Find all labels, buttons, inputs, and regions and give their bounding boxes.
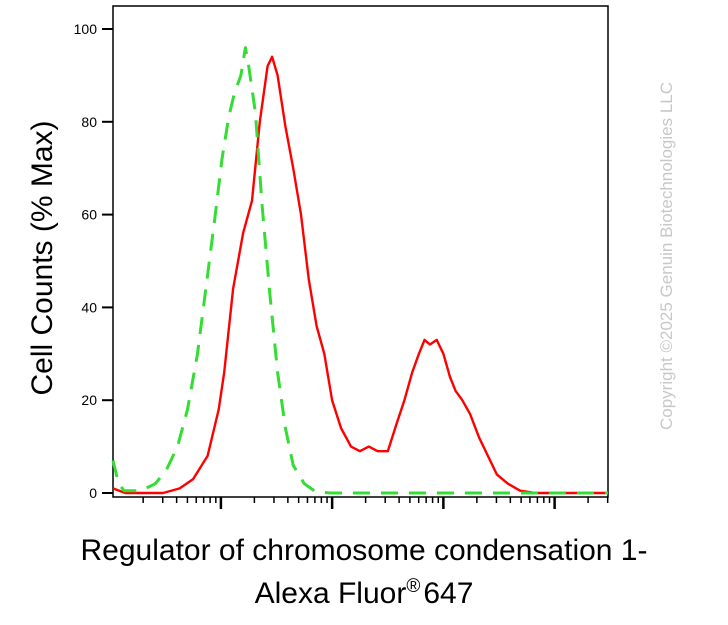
y-tick-label: 80 [81,114,97,130]
x-axis-ticks [142,497,609,509]
y-axis-ticks: 0 20 40 60 80 100 [74,21,113,501]
series-group [111,46,608,495]
y-tick-label: 20 [81,392,97,408]
y-tick-label: 0 [89,485,97,501]
sample-series-line [112,55,608,495]
x-axis-label-text: Alexa Fluor [254,577,407,610]
y-axis-label: Cell Counts (% Max) [26,120,59,395]
plot-frame [112,5,609,498]
y-tick-label: 60 [81,207,97,223]
x-axis-label-line1: Regulator of chromosome condensation 1- [80,534,648,567]
x-axis-label-number: 647 [423,577,474,610]
y-tick-label: 100 [74,21,98,37]
x-axis-label-line2: Alexa Fluor® 647 [0,576,728,611]
y-tick-label: 40 [81,299,97,315]
control-series-line [111,46,608,495]
watermark-text: Copyright ©2025 Genuin Biotechnologies L… [657,82,676,430]
registered-mark: ® [406,576,421,597]
